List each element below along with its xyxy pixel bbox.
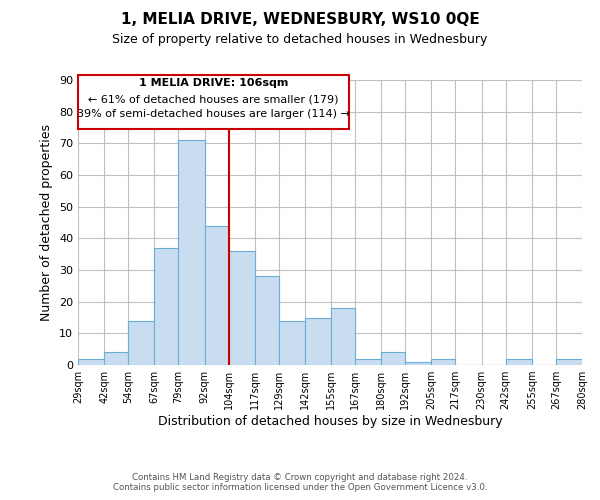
X-axis label: Distribution of detached houses by size in Wednesbury: Distribution of detached houses by size … bbox=[158, 415, 502, 428]
Bar bbox=[128, 320, 154, 365]
Bar bbox=[78, 358, 104, 365]
Y-axis label: Number of detached properties: Number of detached properties bbox=[40, 124, 53, 321]
Bar bbox=[331, 308, 355, 365]
Bar bbox=[405, 362, 431, 365]
Bar bbox=[154, 248, 178, 365]
Bar bbox=[305, 318, 331, 365]
Bar bbox=[431, 358, 455, 365]
Text: ← 61% of detached houses are smaller (179): ← 61% of detached houses are smaller (17… bbox=[88, 94, 339, 104]
Bar bbox=[205, 226, 229, 365]
Text: 1 MELIA DRIVE: 106sqm: 1 MELIA DRIVE: 106sqm bbox=[139, 78, 288, 88]
Text: Contains HM Land Registry data © Crown copyright and database right 2024.: Contains HM Land Registry data © Crown c… bbox=[132, 474, 468, 482]
Text: 1, MELIA DRIVE, WEDNESBURY, WS10 0QE: 1, MELIA DRIVE, WEDNESBURY, WS10 0QE bbox=[121, 12, 479, 28]
Bar bbox=[355, 358, 381, 365]
Bar bbox=[381, 352, 405, 365]
Bar bbox=[556, 358, 582, 365]
Bar bbox=[178, 140, 205, 365]
Text: Size of property relative to detached houses in Wednesbury: Size of property relative to detached ho… bbox=[112, 32, 488, 46]
Text: Contains public sector information licensed under the Open Government Licence v3: Contains public sector information licen… bbox=[113, 484, 487, 492]
Bar bbox=[229, 251, 255, 365]
Bar bbox=[279, 320, 305, 365]
Text: 39% of semi-detached houses are larger (114) →: 39% of semi-detached houses are larger (… bbox=[77, 110, 350, 120]
Bar bbox=[104, 352, 128, 365]
Bar bbox=[506, 358, 532, 365]
Bar bbox=[255, 276, 279, 365]
